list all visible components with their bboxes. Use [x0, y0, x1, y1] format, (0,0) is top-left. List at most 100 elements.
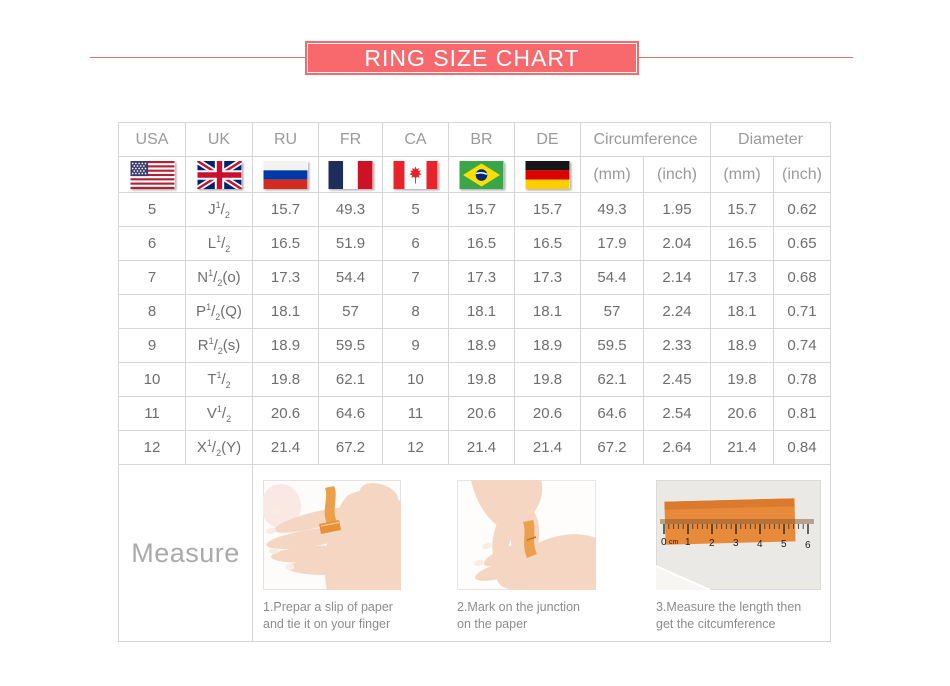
table-row: 7 N1/2(o) 17.3 54.4 7 17.3 17.3 54.4 2.14 17.3 0.6…	[118, 260, 831, 295]
size-table-body: 5 J1/2 15.7 49.3 5 15.7 15.7 49.3 1.95 15.7 0.62 6 L…	[118, 192, 831, 465]
cell-uk: J1/2	[185, 192, 253, 227]
cell-fr: 67.2	[318, 430, 383, 465]
flag-cell-fr	[318, 156, 383, 193]
cell-de: 18.9	[514, 328, 581, 363]
table-row: 10 T1/2 19.8 62.1 10 19.8 19.8 62.1 2.45 19.8 0.78	[118, 362, 831, 397]
cell-circ_inch: 2.24	[643, 294, 711, 329]
cell-br: 16.5	[448, 226, 515, 261]
cell-br: 19.8	[448, 362, 515, 397]
cell-dia_mm: 21.4	[710, 430, 774, 465]
cell-circ_mm: 57	[580, 294, 644, 329]
cell-dia_mm: 16.5	[710, 226, 774, 261]
cell-usa: 6	[118, 226, 186, 261]
cell-dia_mm: 18.1	[710, 294, 774, 329]
unit-diameter-inch: (inch)	[773, 156, 831, 193]
cell-ru: 16.5	[252, 226, 319, 261]
step-2-caption-line-1: 2.Mark on the junction	[457, 600, 580, 614]
unit-circumference-inch: (inch)	[643, 156, 711, 193]
br-flag-icon	[459, 160, 504, 189]
cell-uk: L1/2	[185, 226, 253, 261]
cell-fr: 62.1	[318, 362, 383, 397]
cell-ca: 7	[382, 260, 449, 295]
ruler-label-5: 5	[781, 539, 787, 550]
cell-ca: 10	[382, 362, 449, 397]
col-header-uk: UK	[185, 122, 253, 157]
table-row: 12 X1/2(Y) 21.4 67.2 12 21.4 21.4 67.2 2.64 21.4 0…	[118, 430, 831, 465]
flag-cell-uk	[185, 156, 253, 193]
cell-circ_mm: 54.4	[580, 260, 644, 295]
step-3-caption-line-1: 3.Measure the length then	[656, 600, 802, 614]
cell-de: 19.8	[514, 362, 581, 397]
cell-circ_mm: 59.5	[580, 328, 644, 363]
ruler-label-0: 0	[661, 537, 667, 548]
cell-usa: 8	[118, 294, 186, 329]
cell-ru: 19.8	[252, 362, 319, 397]
cell-de: 20.6	[514, 396, 581, 431]
country-header-row: USA UK RU FR CA BR DE Circumference Diam…	[118, 122, 831, 157]
flag-cell-de	[514, 156, 581, 193]
cell-br: 15.7	[448, 192, 515, 227]
col-header-de: DE	[514, 122, 581, 157]
cell-fr: 57	[318, 294, 383, 329]
hand-with-paper-strip-illustration	[263, 480, 401, 590]
col-header-br: BR	[448, 122, 515, 157]
measure-step-1: 1.Prepar a slip of paper and tie it on y…	[263, 480, 413, 633]
cell-br: 20.6	[448, 396, 515, 431]
cell-fr: 51.9	[318, 226, 383, 261]
table-row: 8 P1/2(Q) 18.1 57 8 18.1 18.1 57 2.24 18.1 0.71	[118, 294, 831, 329]
cell-circ_inch: 2.54	[643, 396, 711, 431]
title-banner: RING SIZE CHART	[305, 41, 639, 75]
cell-usa: 7	[118, 260, 186, 295]
de-flag-icon	[525, 160, 570, 189]
cell-dia_inch: 0.74	[773, 328, 831, 363]
cell-uk: R1/2(s)	[185, 328, 253, 363]
table-row: 5 J1/2 15.7 49.3 5 15.7 15.7 49.3 1.95 15.7 0.62	[118, 192, 831, 227]
flag-cell-ca	[382, 156, 449, 193]
cell-circ_inch: 2.33	[643, 328, 711, 363]
step-3-caption-line-2: get the citcumference	[656, 616, 776, 631]
col-header-ru: RU	[252, 122, 319, 157]
cell-usa: 11	[118, 396, 186, 431]
cell-br: 18.9	[448, 328, 515, 363]
measure-instructions-cell: 1.Prepar a slip of paper and tie it on y…	[252, 464, 831, 642]
cell-ru: 15.7	[252, 192, 319, 227]
table-row: 9 R1/2(s) 18.9 59.5 9 18.9 18.9 59.5 2.33 18.9 0.7…	[118, 328, 831, 363]
cell-dia_inch: 0.68	[773, 260, 831, 295]
ruler-label-3: 3	[733, 538, 739, 549]
cell-uk: P1/2(Q)	[185, 294, 253, 329]
cell-fr: 49.3	[318, 192, 383, 227]
cell-fr: 59.5	[318, 328, 383, 363]
cell-dia_inch: 0.71	[773, 294, 831, 329]
title-banner-inner: RING SIZE CHART	[307, 43, 637, 73]
flags-row: (mm) (inch) (mm) (inch)	[118, 156, 831, 193]
mark-junction-illustration	[457, 480, 596, 590]
cell-circ_inch: 1.95	[643, 192, 711, 227]
page-title: RING SIZE CHART	[364, 44, 580, 71]
ruler-label-1: 1	[685, 537, 691, 548]
cell-ca: 11	[382, 396, 449, 431]
flag-cell-ru	[252, 156, 319, 193]
flag-cell-br	[448, 156, 515, 193]
cell-dia_inch: 0.65	[773, 226, 831, 261]
cell-circ_mm: 67.2	[580, 430, 644, 465]
cell-dia_mm: 17.3	[710, 260, 774, 295]
col-header-usa: USA	[118, 122, 186, 157]
flag-cell-usa	[118, 156, 186, 193]
col-header-circumference: Circumference	[580, 122, 711, 157]
col-header-diameter: Diameter	[710, 122, 831, 157]
unit-diameter-mm: (mm)	[710, 156, 774, 193]
cell-de: 15.7	[514, 192, 581, 227]
cell-ru: 18.9	[252, 328, 319, 363]
cell-dia_inch: 0.84	[773, 430, 831, 465]
measure-row: Measure	[118, 464, 831, 642]
cell-usa: 5	[118, 192, 186, 227]
cell-dia_inch: 0.78	[773, 362, 831, 397]
ca-flag-icon	[393, 160, 438, 189]
ruler-label-6: 6	[805, 540, 811, 551]
measure-label: Measure	[118, 464, 253, 642]
table-row: 11 V1/2 20.6 64.6 11 20.6 20.6 64.6 2.54 20.6 0.81	[118, 396, 831, 431]
cell-ca: 8	[382, 294, 449, 329]
step-1-caption-line-2: and tie it on your finger	[263, 616, 391, 631]
cell-ru: 18.1	[252, 294, 319, 329]
